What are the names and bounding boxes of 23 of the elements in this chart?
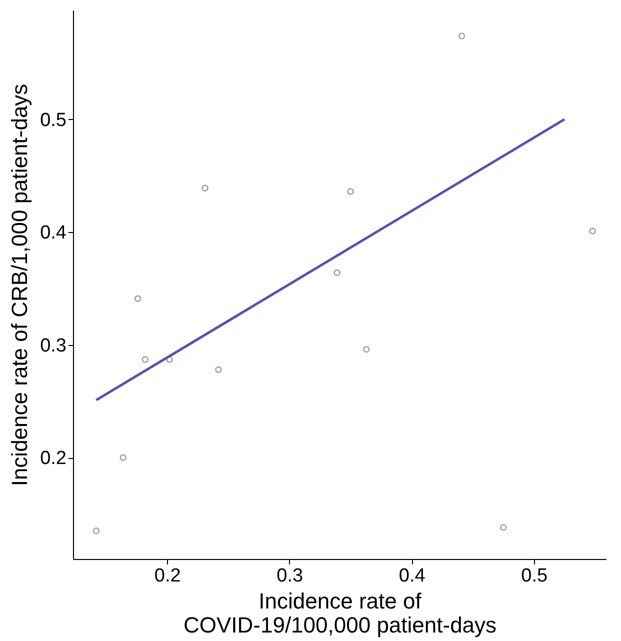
y-tick-label: 0.3	[40, 335, 66, 356]
point	[334, 269, 340, 276]
point	[202, 184, 208, 192]
x-tick-label: 0.4	[398, 566, 426, 586]
x-tick-label: 0.5	[521, 566, 548, 586]
x-tick-label: 0.3	[276, 566, 304, 586]
y-axis-title: Incidence rate of CRB/1,000 patient-days	[7, 84, 32, 486]
point	[215, 366, 222, 373]
point	[458, 32, 466, 40]
x-tick-label: 0.2	[154, 566, 181, 586]
y-tick-label: 0.5	[40, 110, 66, 131]
y-tick-label: 0.2	[40, 448, 66, 470]
point	[166, 356, 173, 363]
point	[92, 527, 100, 534]
point	[142, 356, 148, 363]
y-tick-label: 0.4	[40, 222, 67, 244]
point	[347, 188, 354, 195]
point	[500, 524, 507, 531]
point	[134, 295, 142, 302]
x-axis-title: Incidence rate of COVID-19/100,000 patient-days	[183, 588, 497, 638]
point	[589, 228, 596, 234]
point	[363, 346, 370, 353]
point	[120, 454, 126, 461]
